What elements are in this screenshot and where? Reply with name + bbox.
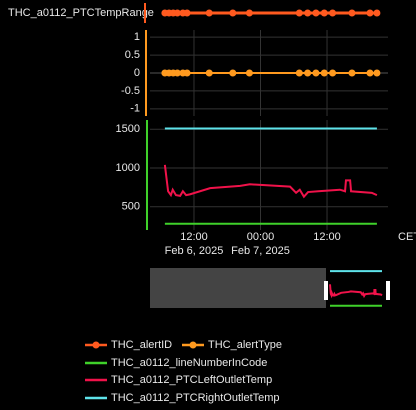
y-tick-label: -0.5 bbox=[121, 85, 140, 97]
y-tick-label: 1 bbox=[134, 31, 140, 43]
x-tick-date: Feb 6, 2025 bbox=[165, 245, 224, 257]
series-marker bbox=[373, 9, 381, 17]
series-marker bbox=[295, 69, 303, 77]
series-marker bbox=[348, 9, 356, 17]
legend-marker bbox=[92, 341, 100, 349]
legend-label[interactable]: THC_a0112_lineNumberInCode bbox=[111, 357, 267, 369]
series-marker bbox=[373, 69, 381, 77]
legend-label[interactable]: THC_a0112_PTCRightOutletTemp bbox=[111, 392, 280, 404]
series-marker bbox=[348, 69, 356, 77]
series-marker bbox=[173, 9, 181, 17]
y-tick-label: 0 bbox=[134, 67, 140, 79]
series-marker bbox=[183, 69, 191, 77]
series-marker bbox=[205, 9, 213, 17]
series-marker bbox=[229, 9, 237, 17]
series-marker bbox=[366, 9, 374, 17]
series-marker bbox=[183, 9, 191, 17]
y-tick-label: 1500 bbox=[116, 123, 140, 135]
series-marker bbox=[304, 9, 312, 17]
legend-label[interactable]: THC_alertType bbox=[208, 339, 282, 351]
range-handle[interactable] bbox=[386, 281, 390, 300]
series-marker bbox=[229, 69, 237, 77]
range-slider-mask[interactable] bbox=[150, 268, 326, 308]
series-marker bbox=[329, 9, 337, 17]
series-marker bbox=[320, 9, 328, 17]
series-marker bbox=[312, 9, 320, 17]
range-handle[interactable] bbox=[324, 281, 328, 300]
slider-line bbox=[329, 284, 383, 299]
y-tick-label: 0.5 bbox=[125, 49, 140, 61]
x-unit: CET bbox=[398, 231, 416, 243]
series-marker bbox=[205, 69, 213, 77]
x-tick-date: Feb 7, 2025 bbox=[231, 245, 290, 257]
series-marker bbox=[245, 9, 253, 17]
series-marker bbox=[245, 69, 253, 77]
series-marker bbox=[366, 69, 374, 77]
x-tick-label: 00:00 bbox=[247, 231, 275, 243]
series-marker bbox=[295, 9, 303, 17]
series-marker bbox=[329, 69, 337, 77]
series-marker bbox=[320, 69, 328, 77]
series-marker bbox=[173, 69, 181, 77]
legend-label[interactable]: THC_a0112_PTCLeftOutletTemp bbox=[111, 374, 272, 386]
y-category-label: THC_a0112_PTCTempRange bbox=[8, 7, 154, 19]
series-marker bbox=[312, 69, 320, 77]
y-tick-label: 500 bbox=[122, 201, 140, 213]
series-line bbox=[163, 164, 378, 199]
y-tick-label: 1000 bbox=[116, 162, 140, 174]
x-tick-label: 12:00 bbox=[313, 231, 341, 243]
series-marker bbox=[304, 69, 312, 77]
legend-marker bbox=[189, 341, 197, 349]
legend-label[interactable]: THC_alertID bbox=[111, 339, 172, 351]
x-tick-label: 12:00 bbox=[180, 231, 208, 243]
y-tick-label: -1 bbox=[130, 103, 140, 115]
